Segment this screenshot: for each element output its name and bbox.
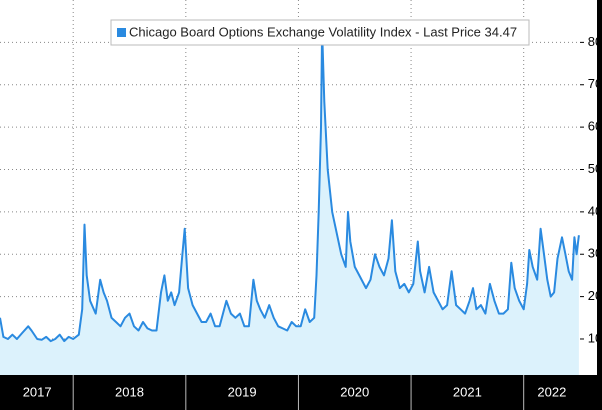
x-tick-label: 2021 — [453, 384, 482, 399]
legend-swatch — [117, 28, 126, 37]
x-tick-label: 2022 — [537, 384, 566, 399]
y-tick-label: 10 — [588, 330, 602, 345]
y-tick-label: 30 — [588, 246, 602, 261]
legend-box — [110, 19, 530, 46]
x-tick-label: 2020 — [340, 384, 369, 399]
y-tick-label: 20 — [588, 288, 602, 303]
area — [0, 29, 579, 375]
line — [0, 28, 580, 343]
y-tick-label: 50 — [588, 161, 602, 176]
right-border — [597, 0, 602, 410]
y-tick-label: 60 — [588, 119, 602, 134]
x-tick-label: 2017 — [23, 384, 52, 399]
x-axis-band — [0, 375, 602, 410]
y-tick-label: 80 — [588, 34, 602, 49]
x-tick-label: 2019 — [228, 384, 257, 399]
x-tick-label: 2018 — [115, 384, 144, 399]
y-tick-label: 40 — [588, 203, 602, 218]
y-tick-label: 70 — [588, 76, 602, 91]
legend-label: Chicago Board Options Exchange Volatilit… — [129, 24, 517, 39]
